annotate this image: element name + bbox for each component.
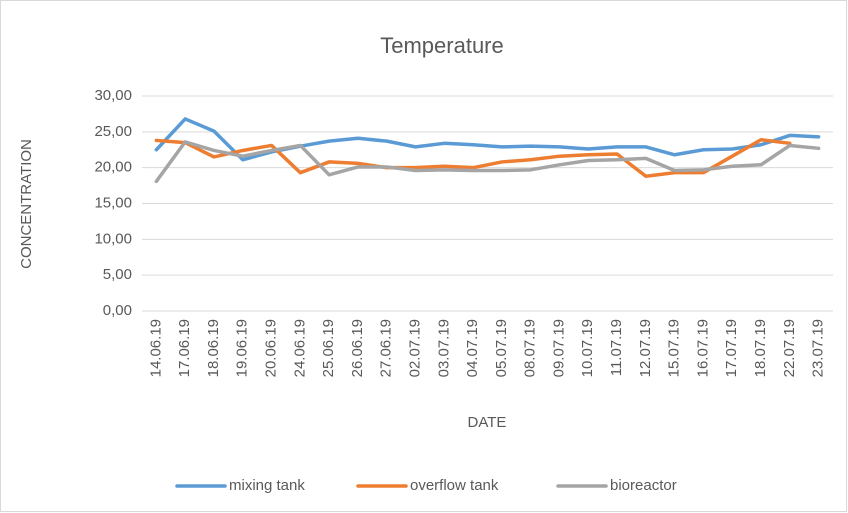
x-tick-label: 18.07.19 <box>752 319 769 377</box>
x-tick-label: 17.06.19 <box>176 319 193 377</box>
x-tick-label: 27.06.19 <box>378 319 395 377</box>
x-tick-label: 08.07.19 <box>522 319 539 377</box>
y-tick-label: 5,00 <box>103 266 132 283</box>
x-tick-label: 16.07.19 <box>694 319 711 377</box>
x-tick-label: 17.07.19 <box>723 319 740 377</box>
x-axis-label: DATE <box>468 414 507 431</box>
x-tick-label: 20.06.19 <box>263 319 280 377</box>
y-tick-label: 30,00 <box>94 87 132 104</box>
data-line <box>154 117 821 162</box>
legend-label: bioreactor <box>610 477 677 494</box>
x-tick-label: 19.06.19 <box>234 319 251 377</box>
legend-label: overflow tank <box>410 477 499 494</box>
x-tick-label: 25.06.19 <box>320 319 337 377</box>
x-tick-label: 05.07.19 <box>493 319 510 377</box>
x-tick-label: 24.06.19 <box>291 319 308 377</box>
x-tick-label: 23.07.19 <box>810 319 827 377</box>
x-tick-label: 02.07.19 <box>406 319 423 377</box>
x-tick-label: 22.07.19 <box>781 319 798 377</box>
y-tick-label: 15,00 <box>94 194 132 211</box>
y-tick-label: 0,00 <box>103 302 132 319</box>
x-tick-label: 09.07.19 <box>550 319 567 377</box>
legend-label: mixing tank <box>229 477 305 494</box>
x-tick-label: 10.07.19 <box>579 319 596 377</box>
y-axis-label: CONCENTRATION <box>18 139 35 269</box>
x-tick-label: 12.07.19 <box>637 319 654 377</box>
y-tick-label: 25,00 <box>94 123 132 140</box>
x-tick-label: 11.07.19 <box>608 319 625 376</box>
data-line <box>154 137 792 179</box>
chart-title: Temperature <box>380 33 504 58</box>
y-tick-label: 20,00 <box>94 159 132 176</box>
x-tick-label: 15.07.19 <box>666 319 683 377</box>
x-tick-label: 18.06.19 <box>205 319 222 377</box>
x-tick-label: 26.06.19 <box>349 319 366 377</box>
data-line <box>154 140 821 184</box>
x-tick-label: 03.07.19 <box>435 319 452 377</box>
y-tick-label: 10,00 <box>94 230 132 247</box>
x-tick-label: 04.07.19 <box>464 319 481 377</box>
x-tick-label: 14.06.19 <box>147 319 164 377</box>
